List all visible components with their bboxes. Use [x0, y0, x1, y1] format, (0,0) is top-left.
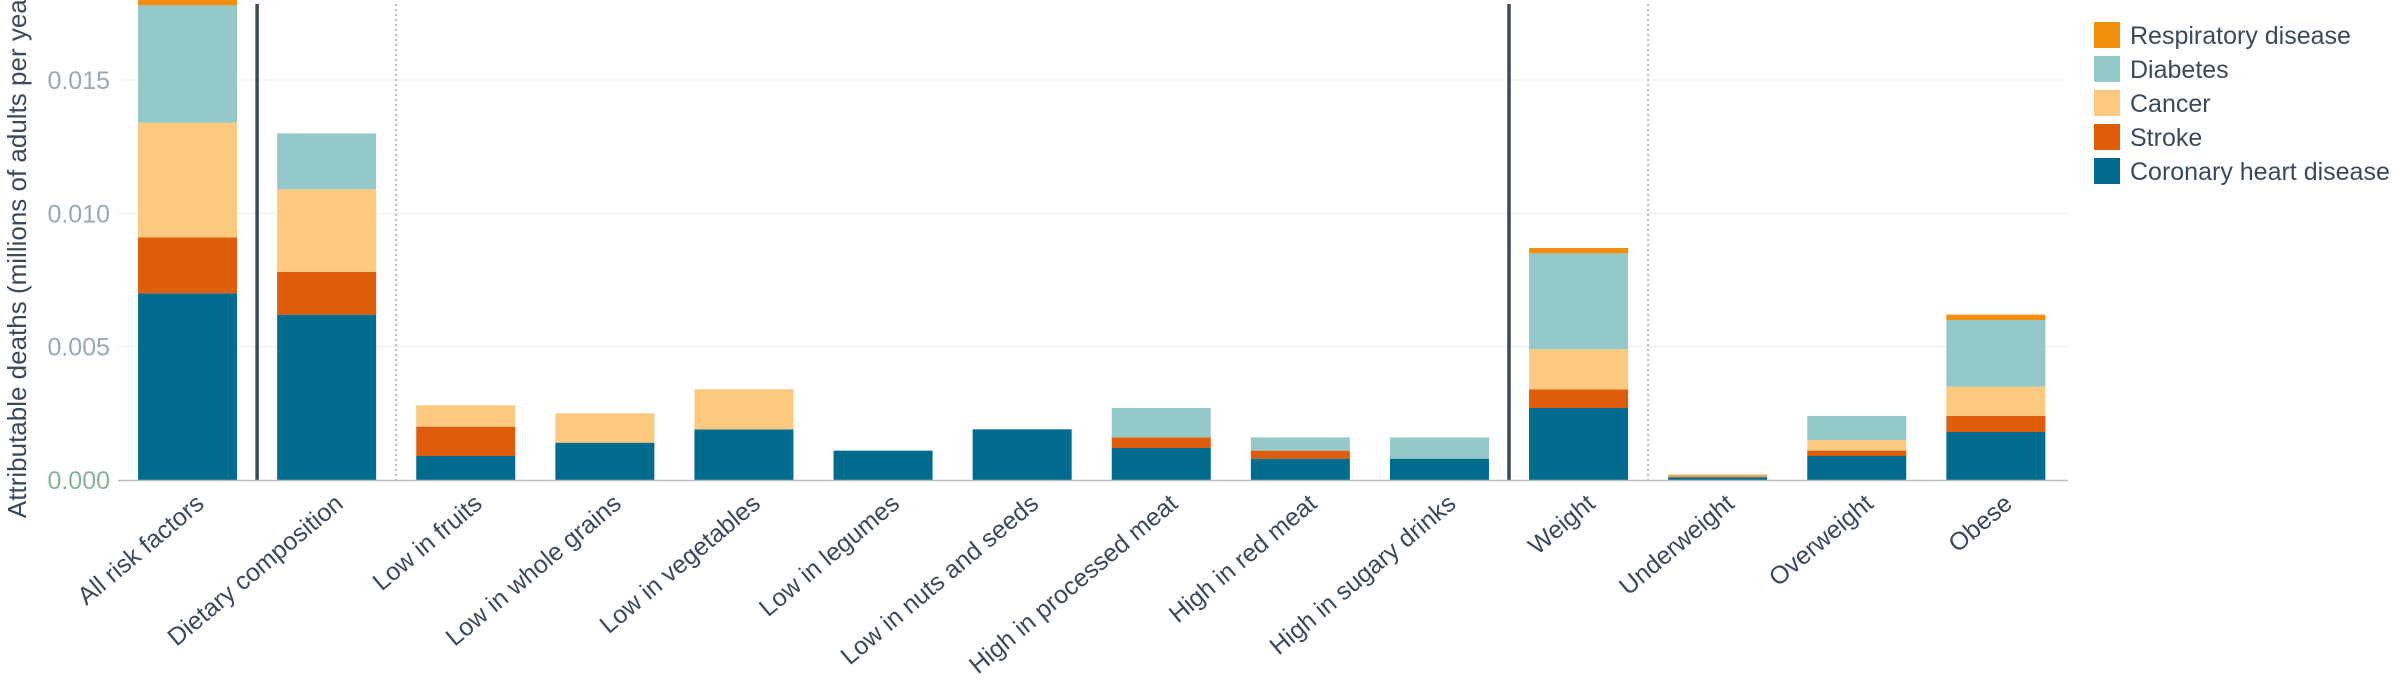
x-tick-label: Obese — [1943, 489, 2017, 558]
bar-segment-coronary-heart-disease — [277, 314, 377, 480]
legend-label: Stroke — [2130, 124, 2202, 152]
bar-segment-cancer — [1946, 386, 2046, 416]
legend-label: Respiratory disease — [2130, 22, 2351, 50]
bar-segment-coronary-heart-disease — [1946, 432, 2046, 480]
y-axis-label: Attributable deaths (millions of adults … — [2, 0, 32, 518]
bar-segment-respiratory-disease — [1668, 474, 1768, 476]
bar-segment-coronary-heart-disease — [416, 456, 516, 480]
bar-segment-cancer — [694, 389, 794, 430]
x-tick-label: Low in legumes — [754, 489, 905, 622]
bar-segment-cancer — [277, 189, 377, 272]
bar-segment-respiratory-disease — [138, 0, 238, 6]
legend-label: Coronary heart disease — [2130, 158, 2390, 186]
x-tick-label: High in red meat — [1164, 489, 1323, 628]
bar-segment-coronary-heart-disease — [1389, 458, 1489, 480]
y-tick-label: 0.000 — [47, 467, 110, 495]
y-tick-labels: 0.000 0.005 0.010 0.015 — [47, 67, 110, 495]
bar-segment-diabetes — [1529, 253, 1629, 350]
bar-segment-diabetes — [1807, 416, 1907, 440]
bar-segment-coronary-heart-disease — [833, 450, 933, 480]
legend: Respiratory disease Diabetes Cancer Stroke C… — [2094, 22, 2390, 186]
bar-segment-diabetes — [1111, 408, 1211, 438]
legend-swatch — [2094, 158, 2120, 184]
bar-segment-cancer — [1668, 476, 1768, 477]
bar-segment-stroke — [1250, 450, 1350, 459]
bars — [138, 0, 2046, 480]
bar-segment-respiratory-disease — [1946, 314, 2046, 320]
bar-segment-diabetes — [1389, 437, 1489, 459]
legend-swatch — [2094, 56, 2120, 82]
x-tick-label: Overweight — [1764, 489, 1879, 592]
bar-segment-stroke — [1807, 450, 1907, 456]
bar-segment-cancer — [416, 405, 516, 427]
bar-segment-stroke — [1946, 416, 2046, 432]
bar-segment-diabetes — [138, 5, 238, 123]
bar-segment-coronary-heart-disease — [555, 442, 655, 480]
y-tick-label: 0.015 — [47, 67, 110, 95]
bar-segment-coronary-heart-disease — [1250, 458, 1350, 480]
gridlines — [118, 79, 2068, 348]
legend-swatch — [2094, 90, 2120, 116]
bar-segment-stroke — [416, 426, 516, 456]
bar-segment-cancer — [138, 122, 238, 238]
bar-segment-coronary-heart-disease — [1529, 408, 1629, 480]
bar-segment-stroke — [277, 272, 377, 315]
legend-label: Diabetes — [2130, 56, 2229, 84]
x-tick-label: Low in fruits — [367, 489, 487, 596]
bar-segment-diabetes — [1946, 320, 2046, 387]
bar-segment-coronary-heart-disease — [138, 293, 238, 480]
group-separators — [255, 4, 1650, 480]
bar-segment-cancer — [1807, 440, 1907, 451]
bar-segment-coronary-heart-disease — [694, 429, 794, 480]
bar-segment-diabetes — [277, 133, 377, 190]
y-tick-label: 0.005 — [47, 334, 110, 362]
bar-segment-stroke — [1111, 437, 1211, 448]
x-tick-label: Underweight — [1614, 489, 1740, 601]
bar-segment-coronary-heart-disease — [1111, 448, 1211, 480]
legend-swatch — [2094, 124, 2120, 150]
bar-segment-cancer — [1529, 349, 1629, 390]
bar-segment-coronary-heart-disease — [1807, 456, 1907, 480]
x-tick-label: Weight — [1523, 489, 1600, 560]
y-tick-label: 0.010 — [47, 200, 110, 228]
bar-segment-coronary-heart-disease — [1668, 477, 1768, 480]
bar-segment-cancer — [555, 413, 655, 443]
legend-label: Cancer — [2130, 90, 2211, 118]
bar-segment-respiratory-disease — [1529, 248, 1629, 254]
bar-segment-diabetes — [1250, 437, 1350, 451]
bar-segment-coronary-heart-disease — [972, 429, 1072, 480]
legend-swatch — [2094, 22, 2120, 48]
x-tick-label: All risk factors — [72, 489, 209, 610]
bar-segment-diabetes — [1668, 475, 1768, 477]
bar-segment-stroke — [1668, 476, 1768, 478]
bar-segment-stroke — [138, 237, 238, 294]
bar-segment-stroke — [1529, 389, 1629, 408]
